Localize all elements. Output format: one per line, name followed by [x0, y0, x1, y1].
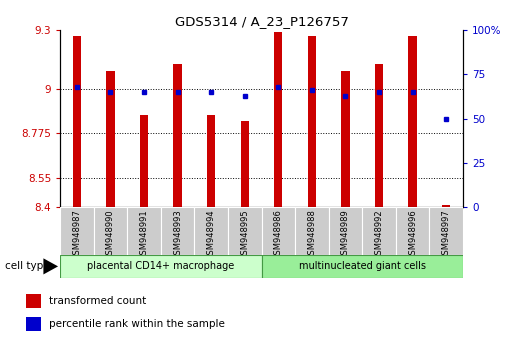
Text: GSM948986: GSM948986 — [274, 210, 283, 260]
Text: GSM948991: GSM948991 — [140, 210, 149, 260]
Bar — [241, 121, 249, 207]
Title: GDS5314 / A_23_P126757: GDS5314 / A_23_P126757 — [175, 15, 348, 28]
Bar — [106, 72, 115, 207]
Bar — [26, 295, 41, 308]
Text: placental CD14+ macrophage: placental CD14+ macrophage — [87, 261, 234, 272]
Text: GSM948994: GSM948994 — [207, 210, 215, 260]
Bar — [442, 205, 450, 207]
Bar — [328, 207, 362, 255]
Bar — [207, 115, 215, 207]
Bar — [195, 207, 228, 255]
Text: GSM948993: GSM948993 — [173, 210, 182, 260]
Polygon shape — [43, 258, 58, 274]
Bar — [73, 36, 81, 207]
Bar — [60, 255, 262, 278]
Text: GSM948987: GSM948987 — [72, 210, 82, 260]
Bar — [262, 255, 463, 278]
Bar — [140, 115, 148, 207]
Bar — [127, 207, 161, 255]
Bar — [60, 207, 94, 255]
Text: GSM948997: GSM948997 — [441, 210, 451, 260]
Bar — [94, 207, 127, 255]
Text: GSM948995: GSM948995 — [240, 210, 249, 260]
Text: multinucleated giant cells: multinucleated giant cells — [299, 261, 426, 272]
Bar — [262, 207, 295, 255]
Bar — [26, 317, 41, 331]
Bar — [308, 36, 316, 207]
Bar — [362, 207, 396, 255]
Bar — [174, 63, 182, 207]
Bar — [429, 207, 463, 255]
Text: GSM948996: GSM948996 — [408, 210, 417, 260]
Bar — [274, 32, 282, 207]
Bar — [408, 36, 417, 207]
Bar — [396, 207, 429, 255]
Bar — [295, 207, 328, 255]
Text: GSM948989: GSM948989 — [341, 210, 350, 260]
Text: GSM948988: GSM948988 — [308, 210, 316, 260]
Bar — [161, 207, 195, 255]
Text: GSM948992: GSM948992 — [374, 210, 383, 260]
Text: percentile rank within the sample: percentile rank within the sample — [49, 319, 225, 329]
Text: cell type: cell type — [5, 261, 50, 272]
Text: transformed count: transformed count — [49, 296, 146, 307]
Bar — [228, 207, 262, 255]
Bar — [341, 72, 349, 207]
Bar — [375, 63, 383, 207]
Text: GSM948990: GSM948990 — [106, 210, 115, 260]
